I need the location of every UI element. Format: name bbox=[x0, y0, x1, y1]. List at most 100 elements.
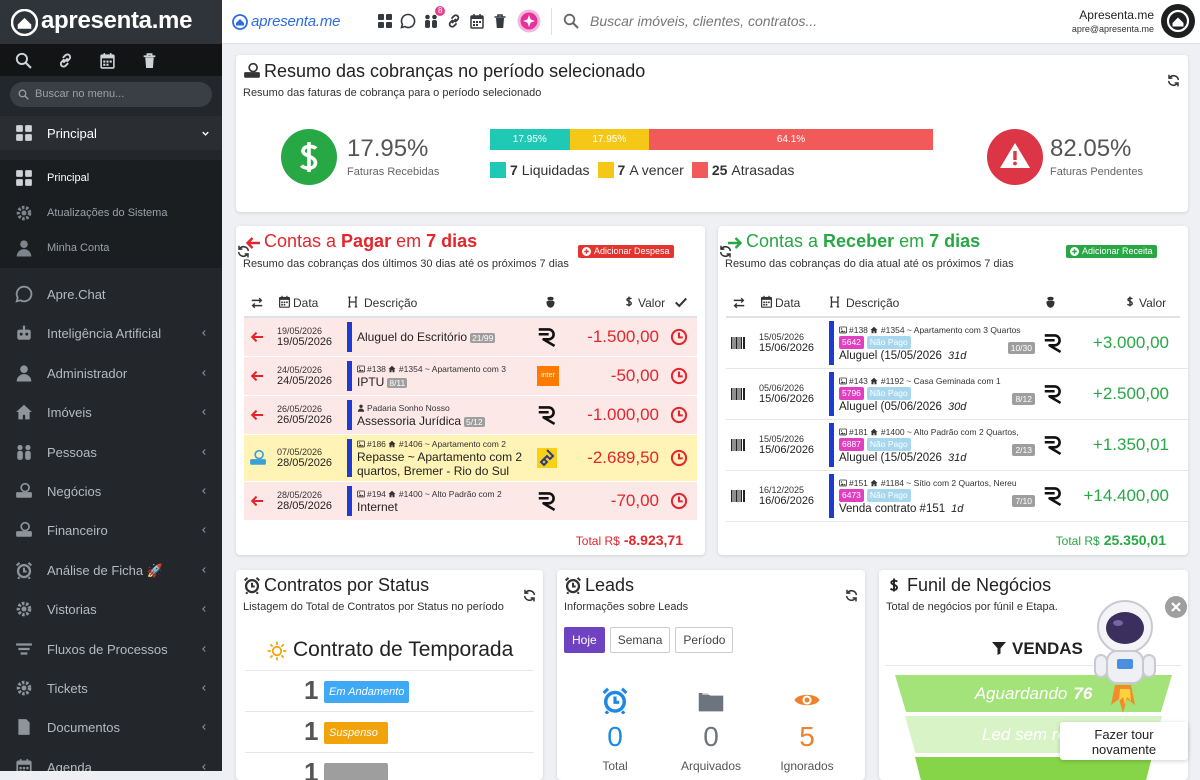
icon-trash[interactable] bbox=[492, 13, 508, 29]
menu-item[interactable]: Fluxos de Processos bbox=[0, 632, 222, 666]
icon-link[interactable] bbox=[446, 13, 462, 29]
lead-tab[interactable]: Semana bbox=[609, 627, 671, 653]
icon-people[interactable] bbox=[423, 13, 439, 29]
row-action bbox=[659, 357, 697, 395]
add-button[interactable]: Adicionar Receita bbox=[1066, 245, 1157, 258]
icon-refresh[interactable] bbox=[1166, 73, 1181, 88]
submenu-item[interactable]: Minha Conta bbox=[0, 230, 222, 265]
icon-shape bbox=[1142, 654, 1156, 678]
row-meta: #138 #1354 ~ Apartamento com 3 bbox=[357, 363, 533, 375]
icon-shape bbox=[25, 179, 32, 186]
row-badges: 6473 Não Pago bbox=[839, 488, 989, 502]
icon-cash bbox=[16, 522, 32, 538]
user-avatar[interactable] bbox=[1161, 4, 1195, 38]
icon-clock[interactable] bbox=[670, 367, 688, 385]
icon-cal bbox=[279, 295, 290, 308]
receivable-row[interactable]: 05/06/2026 15/06/2026 #143 #1192 ~ Casa Gem… bbox=[726, 369, 1188, 420]
sidebar-search[interactable]: Buscar no menu... bbox=[10, 82, 212, 107]
icon-refresh[interactable] bbox=[718, 244, 733, 259]
add-button[interactable]: Adicionar Despesa bbox=[578, 245, 674, 258]
lead-tab[interactable]: Hoje bbox=[564, 627, 605, 653]
tour-mascot[interactable] bbox=[1085, 597, 1165, 722]
receivable-row[interactable]: 15/05/2026 15/06/2026 #138 #1354 ~ Apartame… bbox=[726, 318, 1188, 369]
menu-item[interactable]: Apre.Chat bbox=[0, 277, 222, 311]
legend-label: Liquidadas bbox=[521, 162, 590, 178]
menu-item[interactable]: Negócios bbox=[0, 474, 222, 508]
menu-item[interactable]: Inteligência Artificial bbox=[0, 316, 222, 350]
legend-swatch bbox=[597, 162, 614, 178]
icon-shape bbox=[24, 61, 32, 69]
row-desc: #194 #1400 ~ Alto Padrão com 2 Internet bbox=[357, 482, 533, 520]
payable-row[interactable]: 28/05/2026 28/05/2026 #194 #1400 ~ Alto Pad… bbox=[244, 482, 697, 520]
notification-badge: 8 bbox=[435, 6, 446, 16]
icon-clock[interactable] bbox=[670, 449, 688, 467]
ai-button[interactable] bbox=[517, 9, 541, 33]
icon-chevL bbox=[202, 448, 206, 455]
icon-shape bbox=[1046, 300, 1055, 308]
icon-shape bbox=[18, 89, 27, 98]
icon-clock[interactable] bbox=[670, 406, 688, 424]
icon-cal bbox=[100, 53, 115, 69]
payable-row[interactable]: 24/05/2026 24/05/2026 #138 #1354 ~ Apartame… bbox=[244, 357, 697, 395]
icon-shape bbox=[523, 590, 536, 601]
menu-item[interactable]: Vistorias bbox=[0, 592, 222, 626]
payable-row[interactable]: 26/05/2026 26/05/2026 Padaria Sonho Nosso A… bbox=[244, 396, 697, 434]
menu-item[interactable]: Imóveis bbox=[0, 395, 222, 429]
icon-shape bbox=[15, 561, 33, 579]
icon-shape bbox=[1113, 620, 1123, 626]
row-property: #1406 ~ Apartamento com 2 bbox=[398, 439, 506, 449]
status-badge: Em Andamento bbox=[324, 681, 410, 703]
menu-item[interactable]: Agenda bbox=[0, 750, 222, 771]
icon-grid[interactable] bbox=[377, 13, 393, 29]
menu-item[interactable]: Administrador bbox=[0, 356, 222, 390]
menu-item[interactable]: Tickets bbox=[0, 671, 222, 705]
menu-item[interactable]: Análise de Ficha 🚀 bbox=[0, 553, 222, 587]
tour-button[interactable]: Fazer tour novamente bbox=[1060, 722, 1188, 760]
menu-group-active[interactable]: Principal bbox=[0, 116, 222, 150]
icon-shape bbox=[992, 642, 1006, 655]
icon-clock[interactable] bbox=[670, 328, 688, 346]
submenu-item[interactable]: Principal bbox=[0, 160, 222, 195]
total-label: Total R$ bbox=[1055, 534, 1100, 548]
icon-shape bbox=[425, 20, 430, 28]
menu-item[interactable]: Documentos bbox=[0, 710, 222, 744]
lead-tab[interactable]: Período bbox=[675, 627, 734, 653]
icon-clock[interactable] bbox=[670, 492, 688, 510]
lead-stat-label: Ignorados bbox=[780, 759, 834, 773]
lead-stat-value: 0 bbox=[607, 721, 623, 752]
receivable-row[interactable]: 15/05/2026 15/06/2026 #181 #1400 ~ Alto Pad… bbox=[726, 420, 1188, 471]
icon-shape bbox=[254, 449, 264, 460]
icon-shape bbox=[400, 13, 416, 29]
row-desc: #138 #1354 ~ Apartamento com 3 IPTU 8/11 bbox=[357, 357, 533, 395]
payable-row[interactable]: 19/05/2026 19/05/2026 Aluguel do Escritóri… bbox=[244, 318, 697, 356]
icon-chat[interactable] bbox=[400, 13, 416, 29]
icon-shape bbox=[538, 406, 556, 426]
icon-shape bbox=[25, 134, 32, 141]
icon-shape bbox=[250, 331, 264, 343]
tour-close[interactable] bbox=[1165, 596, 1187, 618]
receivable-row[interactable]: 16/12/2025 16/06/2026 #151 #1184 ~ Sítio co… bbox=[726, 471, 1188, 522]
menu-item[interactable]: Pessoas bbox=[0, 435, 222, 469]
icon-cal[interactable] bbox=[469, 13, 485, 29]
global-search[interactable]: Buscar imóveis, clientes, contratos... bbox=[590, 13, 818, 29]
pending-label: Faturas Pendentes bbox=[1050, 166, 1143, 178]
icon-shape bbox=[476, 21, 478, 23]
row-dates: 07/05/2026 28/05/2026 bbox=[277, 435, 347, 481]
icon-barcode bbox=[731, 337, 745, 349]
icon-shape bbox=[1172, 17, 1184, 27]
icon-shape bbox=[286, 301, 288, 304]
icon-refresh[interactable] bbox=[844, 588, 859, 603]
row-contract: #186 bbox=[367, 439, 386, 449]
row-dates: 26/05/2026 26/05/2026 bbox=[277, 396, 347, 434]
icon-refresh[interactable] bbox=[522, 588, 537, 603]
row-action bbox=[659, 318, 697, 356]
menu-label: Documentos bbox=[47, 720, 120, 736]
submenu-item[interactable]: Atualizações do Sistema bbox=[0, 195, 222, 230]
icon-refresh[interactable] bbox=[236, 244, 251, 259]
menu-label: Inteligência Artificial bbox=[47, 326, 162, 342]
payable-row[interactable]: 07/05/2026 28/05/2026 #186 #1406 ~ Apartame… bbox=[244, 435, 697, 481]
icon-house bbox=[870, 479, 878, 486]
icon-shape bbox=[103, 60, 106, 63]
menu-item[interactable]: Financeiro bbox=[0, 513, 222, 547]
